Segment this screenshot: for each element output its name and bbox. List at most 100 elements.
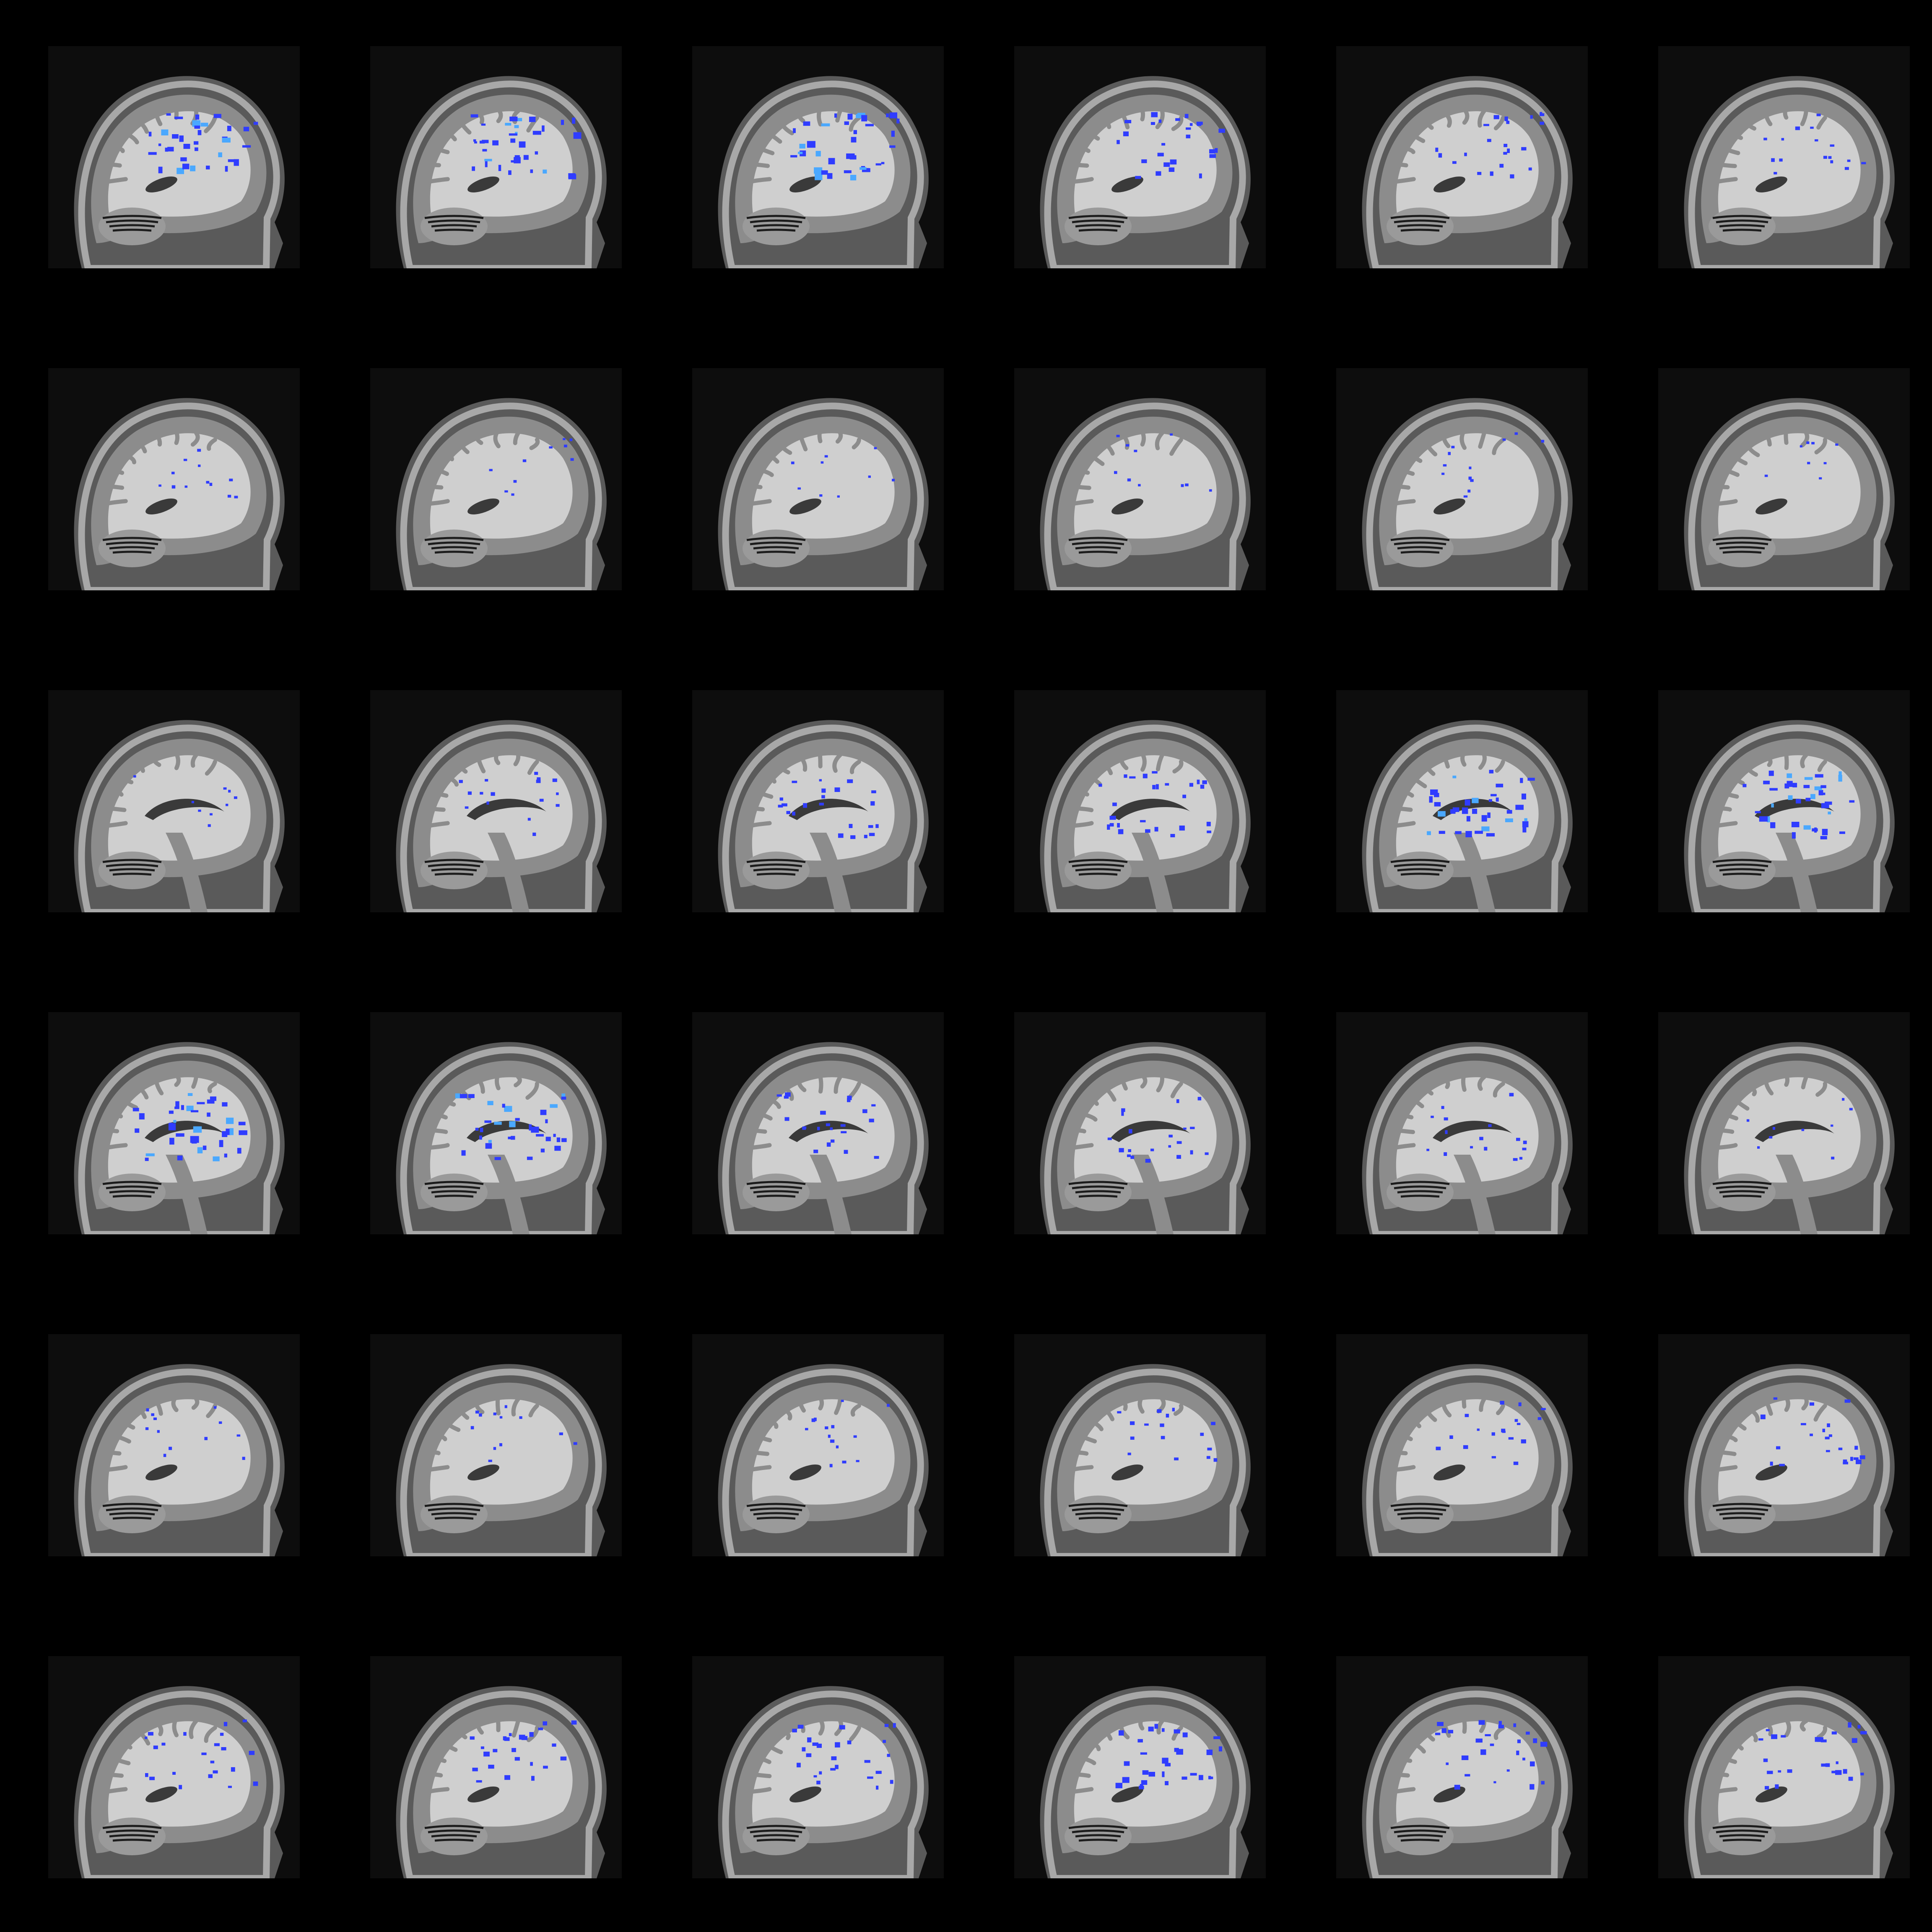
activation-cluster (213, 1406, 217, 1409)
sulcus (1784, 751, 1789, 770)
sulcus (779, 439, 792, 455)
activation-cluster (1765, 1786, 1769, 1790)
activation-cluster (831, 1756, 837, 1761)
sulcus (104, 1128, 119, 1133)
sagittal-mri-slice (1040, 76, 1251, 268)
activation-cluster (1828, 156, 1832, 159)
activation-cluster (504, 1737, 510, 1741)
sulcus (1813, 1403, 1827, 1422)
cerebellar-folia (1075, 1834, 1121, 1838)
activation-cluster (198, 465, 201, 467)
cerebellum (743, 852, 810, 889)
sulcus (1392, 1787, 1416, 1794)
lateral-ventricle (789, 1787, 821, 1802)
activation-cluster (890, 1780, 893, 1784)
activation-cluster (1199, 173, 1202, 179)
activation-cluster (1452, 775, 1457, 779)
activation-cluster (1485, 1734, 1491, 1737)
sagittal-mri-slice (1362, 1686, 1573, 1878)
sagittal-mri-slice (718, 720, 929, 912)
activation-cluster (213, 1770, 218, 1774)
sagittal-mri-slice (74, 398, 285, 590)
activation-cluster (1156, 171, 1161, 176)
activation-cluster (1504, 116, 1508, 121)
cerebellar-folia (1722, 1195, 1762, 1198)
sulcus (1714, 1143, 1738, 1150)
activation-cluster (874, 447, 877, 449)
activation-cluster (1742, 784, 1747, 787)
cerebellar-folia (1719, 546, 1765, 550)
skull (1366, 80, 1568, 268)
activation-cluster (1444, 1117, 1448, 1121)
activation-cluster (821, 788, 826, 793)
activation-cluster (871, 790, 876, 793)
activation-cluster (1190, 1127, 1195, 1130)
cerebellar-folia (1722, 1517, 1762, 1520)
sulcus (1397, 789, 1414, 798)
activation-cluster (191, 1110, 199, 1112)
cerebellar-folia (1719, 1512, 1765, 1516)
activation-cluster (219, 1140, 223, 1147)
sulcus (120, 774, 134, 784)
activation-cluster (1128, 1149, 1131, 1152)
activation-cluster (807, 1737, 812, 1742)
sulcus (513, 753, 521, 766)
activation-cluster (1524, 818, 1527, 821)
activation-cluster (569, 438, 573, 441)
activation-cluster (812, 1742, 818, 1746)
skull (78, 1368, 280, 1556)
activation-cluster (1540, 1742, 1548, 1747)
activation-cluster (492, 140, 499, 145)
sagittal-mri-slice (1362, 76, 1573, 268)
brainstem (166, 833, 208, 912)
activation-cluster (1176, 1099, 1179, 1103)
cerebellar-folia (428, 1185, 480, 1189)
sulcus (1423, 1405, 1437, 1422)
activation-cluster (552, 778, 557, 782)
sagittal-mri-slice (74, 1364, 285, 1556)
skull (1688, 1368, 1890, 1556)
activation-cluster (1816, 114, 1821, 117)
sulcus (1493, 115, 1505, 130)
sulcus (475, 110, 484, 125)
activation-cluster (209, 483, 213, 486)
corpus-callosum (1755, 1121, 1834, 1142)
cerebellar-folia (756, 873, 796, 876)
activation-cluster (493, 1749, 498, 1753)
activation-cluster (1533, 1738, 1537, 1743)
activation-cluster (1483, 124, 1489, 126)
sulcus (1101, 439, 1115, 456)
activation-cluster (564, 444, 567, 447)
cerebellum (743, 208, 810, 245)
activation-cluster (1856, 1459, 1862, 1465)
activation-cluster (1860, 1772, 1864, 1776)
activation-cluster (839, 1725, 845, 1729)
brain-slice-tile (692, 46, 944, 268)
sulcus (1719, 789, 1739, 799)
activation-cluster (1500, 1401, 1504, 1405)
brain-slice-tile (1014, 368, 1266, 590)
activation-cluster (227, 125, 231, 131)
activation-cluster (1427, 831, 1431, 835)
sulcus (475, 1720, 484, 1735)
activation-cluster (1117, 823, 1120, 828)
activation-cluster (1169, 167, 1175, 172)
sulcus (1070, 821, 1094, 828)
activation-cluster (1207, 831, 1211, 834)
sulcus (1423, 761, 1436, 776)
cerebellar-folia (109, 224, 155, 228)
activation-cluster (831, 1425, 835, 1428)
brain-slice-tile (370, 690, 622, 912)
sulcus (1101, 1405, 1115, 1421)
cerebellum (1709, 208, 1776, 245)
brain-white-matter (752, 1721, 895, 1836)
activation-cluster (1435, 1732, 1441, 1735)
activation-cluster (1109, 823, 1114, 827)
cerebellar-folia (102, 215, 162, 219)
activation-cluster (1142, 1770, 1149, 1775)
activation-cluster (1814, 786, 1822, 790)
activation-cluster (554, 1145, 561, 1151)
activation-cluster (853, 130, 857, 134)
activation-cluster (1767, 816, 1770, 823)
activation-cluster (509, 133, 517, 136)
